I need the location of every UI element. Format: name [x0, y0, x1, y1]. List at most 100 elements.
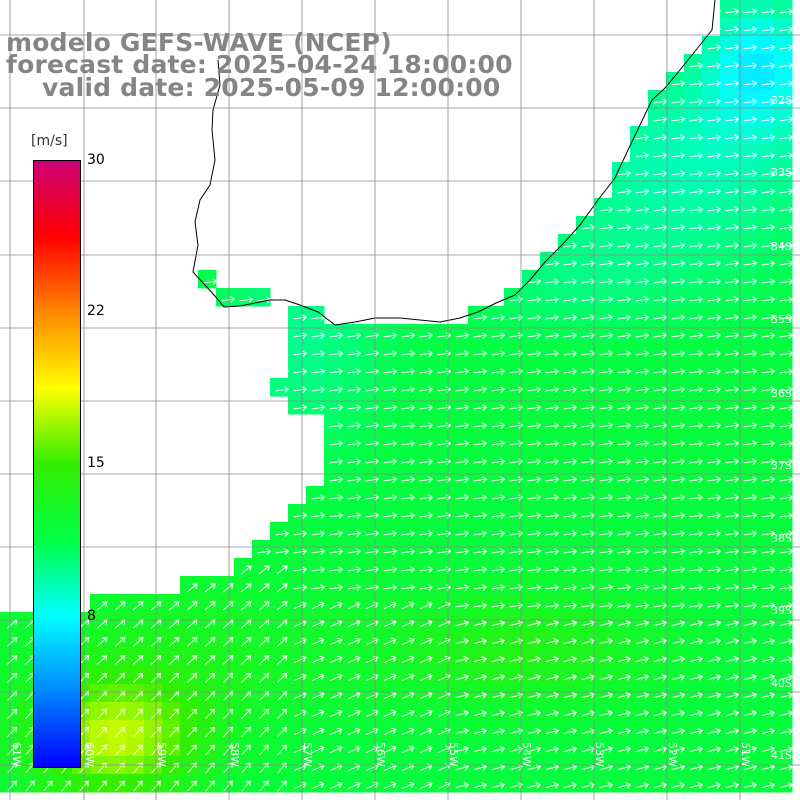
wind-arrow [761, 620, 776, 627]
wind-arrow [635, 692, 650, 699]
wind-speed-cell [774, 36, 793, 55]
wind-arrow [545, 458, 560, 465]
wind-arrow [653, 674, 668, 681]
wind-arrow [259, 744, 269, 756]
wind-speed-cell [594, 288, 613, 307]
wind-arrow [599, 422, 614, 429]
wind-speed-cell [558, 234, 577, 253]
wind-arrow [761, 674, 776, 681]
wind-arrow [527, 278, 542, 285]
wind-speed-cell [450, 594, 469, 613]
wind-speed-cell [558, 414, 577, 433]
wind-speed-cell [450, 648, 469, 667]
wind-speed-cell [324, 684, 343, 703]
wind-speed-cell [396, 612, 415, 631]
wind-speed-cell [666, 684, 685, 703]
wind-speed-cell [360, 702, 379, 721]
wind-speed-cell [540, 522, 559, 541]
wind-arrow [689, 152, 704, 159]
wind-arrow [707, 404, 722, 411]
wind-arrow [743, 80, 758, 87]
wind-speed-cell [396, 648, 415, 667]
wind-arrow [204, 655, 216, 665]
wind-arrow [491, 422, 506, 429]
wind-arrow [293, 404, 308, 411]
wind-speed-cell [702, 594, 721, 613]
wind-speed-cell [630, 360, 649, 379]
wind-speed-cell [630, 504, 649, 523]
wind-arrow [545, 314, 560, 321]
wind-speed-cell [468, 576, 487, 595]
wind-speed-cell [702, 360, 721, 379]
wind-speed-cell [198, 702, 217, 721]
wind-arrow [671, 152, 686, 159]
wind-arrow [563, 638, 578, 645]
wind-speed-cell [612, 252, 631, 271]
wind-arrow [365, 530, 380, 537]
wind-arrow [689, 242, 704, 249]
wind-arrow [491, 782, 506, 789]
wind-arrow [205, 726, 216, 738]
wind-speed-cell [648, 468, 667, 487]
wind-speed-cell [324, 486, 343, 505]
wind-arrow [779, 278, 794, 285]
wind-arrow [653, 242, 668, 249]
wind-arrow [671, 278, 686, 285]
colorbar-units: m/s [31, 133, 68, 149]
wind-arrow [671, 260, 686, 267]
wind-speed-cell [774, 720, 793, 739]
wind-arrow [527, 494, 542, 501]
wind-arrow [599, 620, 614, 627]
wind-arrow [689, 476, 704, 483]
wind-arrow [545, 746, 560, 753]
wind-arrow [779, 548, 794, 555]
wind-speed-cell [774, 324, 793, 343]
wind-arrow [96, 672, 108, 683]
wind-speed-cell [252, 612, 271, 631]
wind-arrow [276, 601, 288, 611]
wind-speed-cell [378, 774, 397, 793]
wind-speed-cell [612, 162, 631, 181]
wind-speed-cell [666, 486, 685, 505]
wind-arrow [473, 494, 488, 501]
wind-arrow [205, 780, 215, 792]
wind-speed-cell [630, 270, 649, 289]
wind-speed-cell [576, 468, 595, 487]
wind-speed-cell [684, 108, 703, 127]
wind-arrow [743, 638, 758, 645]
wind-arrow [617, 404, 632, 411]
wind-speed-cell [378, 360, 397, 379]
wind-speed-cell [720, 648, 739, 667]
wind-arrow [491, 404, 506, 411]
wind-speed-cell [504, 720, 523, 739]
wind-speed-cell [504, 432, 523, 451]
wind-speed-cell [720, 414, 739, 433]
wind-speed-cell [396, 666, 415, 685]
wind-arrow [527, 656, 542, 663]
wind-arrow [563, 440, 578, 447]
wind-arrow [347, 781, 361, 790]
wind-speed-cell [720, 594, 739, 613]
wind-speed-cell [450, 738, 469, 757]
wind-arrow [509, 656, 524, 663]
wind-speed-cell [666, 144, 685, 163]
wind-arrow [383, 368, 398, 375]
wind-speed-cell [504, 666, 523, 685]
wind-arrow [761, 278, 776, 285]
wind-speed-cell [558, 594, 577, 613]
wind-speed-cell [486, 450, 505, 469]
wind-speed-cell [342, 504, 361, 523]
wind-arrow [707, 368, 722, 375]
wind-speed-cell [684, 342, 703, 361]
wind-arrow [635, 476, 650, 483]
wind-arrow [545, 656, 560, 663]
wind-arrow [25, 780, 35, 792]
wind-arrow [383, 350, 398, 357]
wind-arrow [221, 296, 236, 303]
wind-speed-cell [612, 684, 631, 703]
wind-speed-cell [522, 666, 541, 685]
wind-speed-cell [0, 774, 19, 793]
wind-speed-cell [180, 630, 199, 649]
wind-speed-cell [756, 270, 775, 289]
